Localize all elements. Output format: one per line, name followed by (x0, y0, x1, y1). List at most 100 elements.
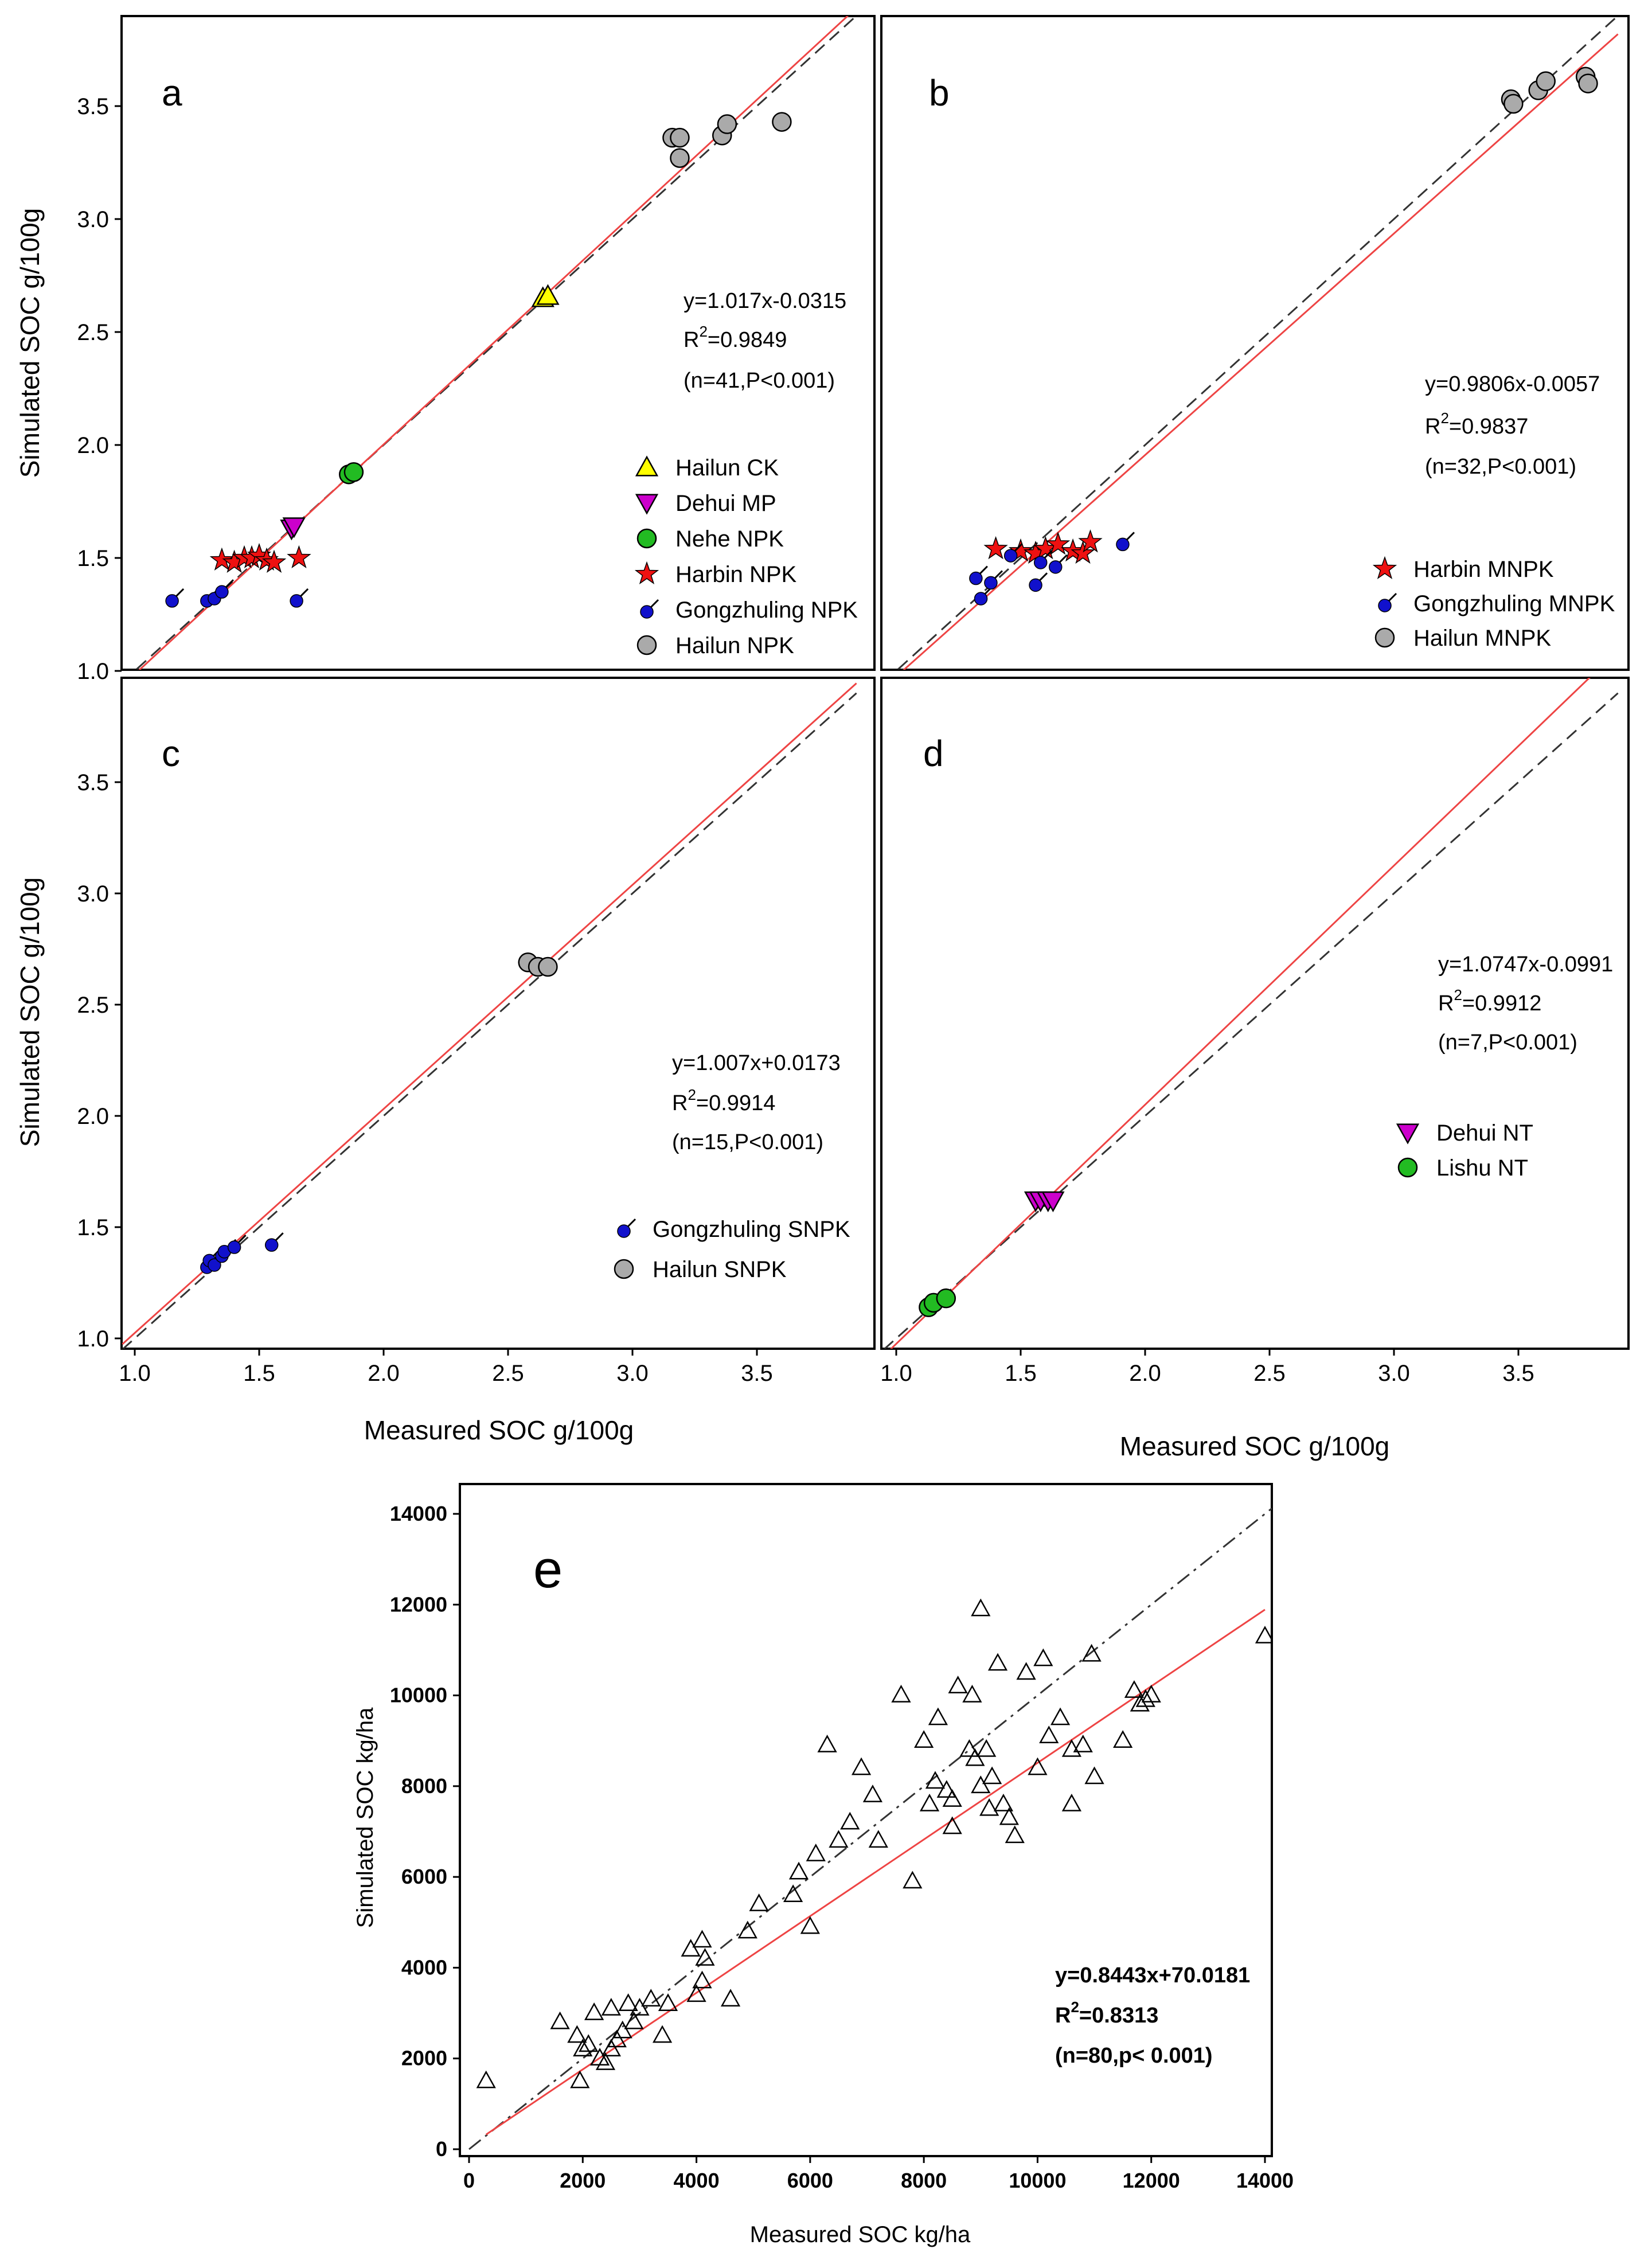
panel-a-plot (134, 16, 857, 670)
panel-d-x-tick-label: 3.5 (1502, 1361, 1534, 1386)
panel-a-frame (120, 15, 876, 671)
panel-a-legend-marker (634, 561, 659, 585)
panel-a-y-tick-label: 2.0 (77, 433, 109, 458)
panel-e-point (925, 1771, 946, 1789)
panel-b-point (1078, 529, 1103, 553)
panel-e-point (1028, 1757, 1048, 1775)
panel-e-point (971, 1775, 991, 1794)
y-axis-label-bottom: Simulated SOC g/100g (15, 877, 45, 1147)
legend-layer: Hailun CK Dehui MP Nehe NPK Harbin NPK Gongz… (614, 455, 1615, 1282)
panel-e-y-tick-label: 4000 (401, 1955, 447, 1979)
panel-c-legend-marker (614, 1259, 634, 1279)
panel-a-legend-marker (636, 635, 657, 655)
panel-c-frame (120, 677, 876, 1350)
panel-c-x-tick-label: 1.5 (243, 1361, 275, 1386)
panel-e-point (1084, 1766, 1104, 1785)
annotation-c-r2-value: =0.9914 (696, 1091, 775, 1115)
panel-a-point (670, 127, 690, 148)
panel-c-regression-line (122, 682, 857, 1345)
panel-e-y-tick-label: 10000 (390, 1684, 447, 1707)
panel-b-point (1059, 554, 1068, 563)
panel-e-point (965, 1748, 985, 1766)
panel-e-y-tick-label: 8000 (401, 1774, 447, 1798)
panel-b-point (994, 570, 1003, 579)
panel-a-legend-marker (635, 494, 659, 515)
panel-c-point (237, 1234, 247, 1244)
panel-e-point (624, 2011, 644, 2029)
panel-b-point (1126, 532, 1135, 541)
panel-e-point (601, 2039, 621, 2057)
panel-a-point (225, 579, 234, 588)
panel-e-x-tick-label: 8000 (901, 2169, 947, 2192)
panel-c-y-tick-label: 3.5 (77, 770, 109, 795)
panel-e-point (942, 1816, 962, 1834)
panel-e-point (1141, 1684, 1161, 1703)
panel-e-point (1033, 1648, 1053, 1666)
panel-e-point (630, 1998, 650, 2016)
panel-b-frame (880, 15, 1630, 671)
annotation-e-sup: 2 (1071, 1998, 1079, 2016)
panel-e-point (1050, 1707, 1071, 1725)
panel-e-point (695, 1948, 715, 1966)
annotation-b-n: (n=32,P<0.001) (1425, 455, 1576, 479)
panel-a-point (209, 547, 235, 571)
panel-e-point (977, 1739, 997, 1757)
panel-e-point (692, 1970, 712, 1989)
panel-c-legend-marker (627, 1218, 636, 1228)
panel-b-plot (896, 16, 1619, 670)
annotation-b: y=0.9806x-0.0057 R2=0.9837 (n=32,P<0.001… (1425, 372, 1600, 479)
panel-b-point (969, 571, 983, 585)
y-axis-label-e: Simulated SOC kg/ha (353, 1707, 378, 1928)
annotation-a-r2: R2=0.9849 (684, 323, 787, 352)
panel-e-point (979, 1798, 999, 1816)
panel-a-legend-label: Hailun NPK (675, 633, 794, 658)
panel-d-point (1041, 1191, 1065, 1213)
panel-a-point (536, 284, 560, 305)
panel-c-y-tick-label: 1.5 (77, 1215, 109, 1240)
panel-e-point (928, 1707, 948, 1725)
panel-a-point (261, 549, 287, 573)
annotation-b-equation: y=0.9806x-0.0057 (1425, 372, 1600, 396)
panel-e-point (1255, 1626, 1272, 1643)
panel-a-y-tick-label: 1.0 (77, 659, 109, 684)
panel-e-point (829, 1830, 849, 1848)
panel-e-point (862, 1785, 883, 1802)
panel-d-plot (883, 678, 1619, 1349)
panel-e-y-tick-label: 0 (436, 2137, 447, 2161)
panel-b-one-to-one-line (896, 16, 1619, 670)
annotation-e-n: (n=80,p< 0.001) (1055, 2044, 1213, 2068)
panel-b-legend-label: Harbin MNPK (1413, 557, 1554, 582)
panel-b-point (984, 576, 998, 590)
panel-e-point (993, 1793, 1014, 1811)
panel-b-legend-marker (1378, 599, 1392, 612)
panel-b-point (1014, 543, 1023, 552)
panel-e-point (1039, 1725, 1059, 1744)
panel-e-point (658, 1993, 678, 2011)
panel-b-legend-label: Gongzhuling MNPK (1413, 591, 1615, 616)
panel-d-frame (880, 677, 1630, 1350)
panel-e-point (595, 2052, 616, 2070)
panel-a-legend-marker (650, 599, 659, 608)
panel-d-x-tick-label: 2.0 (1129, 1361, 1161, 1386)
panel-a-y-tick-label: 3.5 (77, 94, 109, 119)
x-axis-label-e: Measured SOC kg/ha (750, 2222, 971, 2247)
panel-b-point (1071, 540, 1095, 564)
tick-layer: 1.0 1.5 2.0 2.5 3.0 3.5 1.0 1.5 2.0 2.5 3.0 3.5 1.0 1… (77, 94, 1534, 2192)
panel-e-point (737, 1920, 757, 1939)
panel-b-point (1503, 93, 1524, 114)
panel-e-point (607, 2029, 627, 2048)
panel-b-point (1116, 537, 1130, 552)
panel-b-legend-marker (1372, 556, 1397, 580)
panel-c-legend-label: Hailun SNPK (653, 1257, 787, 1282)
panel-a-legend-label: Hailun CK (675, 455, 779, 481)
panel-a-legend-label: Nehe NPK (675, 526, 784, 552)
panel-d-letter: d (923, 733, 944, 774)
panel-b-letter: b (929, 72, 950, 114)
annotation-d-r2: R2=0.9912 (1438, 986, 1541, 1016)
panel-e-point (840, 1811, 860, 1830)
annotation-b-r2: R2=0.9837 (1425, 409, 1528, 439)
panel-e-point (788, 1861, 809, 1880)
panel-a-legend-label: Harbin NPK (675, 562, 797, 587)
panel-e-point (573, 2039, 593, 2057)
